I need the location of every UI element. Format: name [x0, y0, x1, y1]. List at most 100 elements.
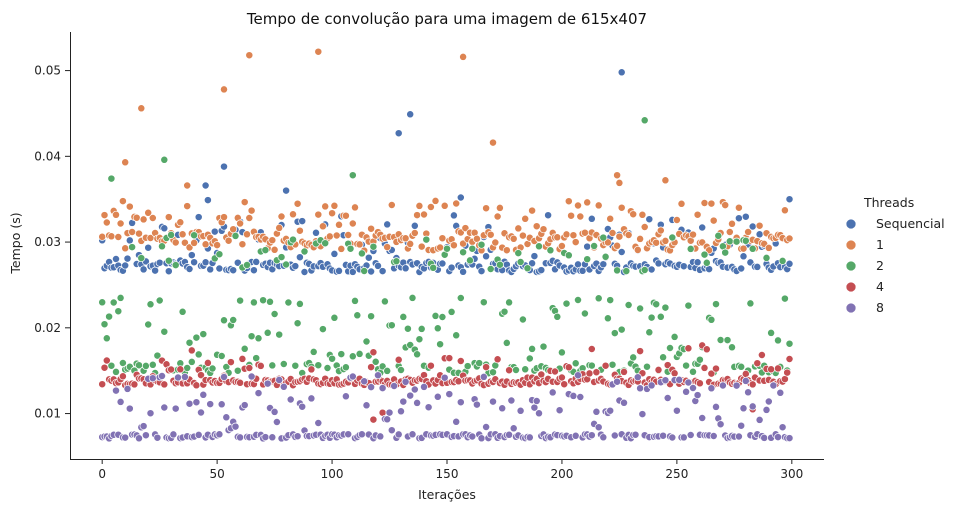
- data-point: [215, 430, 224, 439]
- data-point: [670, 332, 679, 341]
- data-point: [378, 384, 387, 393]
- data-point: [433, 392, 442, 401]
- data-point: [282, 260, 291, 269]
- data-point: [498, 404, 507, 413]
- data-point: [760, 433, 769, 442]
- data-point: [289, 235, 297, 244]
- data-point: [321, 239, 330, 248]
- data-point: [385, 408, 394, 417]
- data-point: [348, 219, 357, 228]
- series-1: [98, 47, 794, 255]
- data-point: [176, 365, 185, 374]
- data-point: [261, 246, 270, 255]
- data-point: [728, 219, 736, 228]
- data-point: [236, 296, 245, 305]
- data-point: [371, 357, 380, 366]
- data-point: [776, 388, 785, 397]
- data-point: [203, 358, 212, 367]
- data-point: [270, 407, 279, 416]
- data-point: [599, 233, 608, 242]
- data-point: [737, 264, 746, 273]
- data-point: [495, 260, 504, 269]
- data-point: [599, 260, 608, 269]
- data-point: [668, 433, 677, 442]
- legend-label: 1: [876, 237, 884, 252]
- data-point: [215, 264, 224, 273]
- data-point: [452, 331, 461, 340]
- data-point: [652, 238, 661, 247]
- data-point: [417, 324, 426, 333]
- data-point: [610, 329, 619, 338]
- data-point: [291, 361, 300, 370]
- data-point: [194, 350, 203, 359]
- data-point: [337, 244, 346, 253]
- data-point: [663, 394, 672, 402]
- data-point: [741, 236, 750, 245]
- data-point: [569, 231, 578, 240]
- data-point: [164, 213, 173, 222]
- data-point: [263, 328, 272, 337]
- data-point: [259, 296, 268, 305]
- data-point: [383, 415, 392, 424]
- data-point: [229, 316, 238, 324]
- data-point: [206, 400, 215, 409]
- data-point: [659, 431, 668, 440]
- data-point: [144, 320, 153, 329]
- data-point: [493, 212, 502, 221]
- data-point: [298, 402, 307, 411]
- data-point: [603, 238, 612, 247]
- data-point: [528, 206, 537, 215]
- data-point: [682, 361, 691, 370]
- data-point: [695, 355, 704, 364]
- data-point: [686, 431, 695, 439]
- data-point: [587, 361, 596, 370]
- data-point: [408, 430, 417, 439]
- data-point: [638, 210, 647, 219]
- data-point: [514, 224, 523, 233]
- chart-title: Tempo de convolução para uma imagem de 6…: [246, 10, 647, 28]
- data-point: [383, 243, 392, 252]
- data-point: [137, 104, 146, 113]
- data-point: [482, 252, 491, 261]
- data-point: [295, 226, 304, 235]
- data-point: [440, 201, 449, 210]
- data-point: [532, 222, 541, 231]
- data-point: [767, 365, 776, 374]
- data-point: [245, 214, 254, 222]
- data-point: [360, 377, 369, 386]
- data-point: [725, 228, 734, 236]
- data-point: [155, 296, 164, 305]
- data-point: [785, 195, 794, 204]
- data-point: [98, 298, 107, 307]
- data-point: [220, 316, 228, 325]
- data-point: [594, 423, 603, 432]
- data-point: [141, 431, 150, 440]
- data-point: [709, 216, 718, 225]
- data-point: [118, 372, 127, 381]
- data-point: [638, 410, 647, 419]
- data-point: [277, 253, 286, 262]
- data-point: [438, 259, 447, 268]
- data-point: [535, 409, 543, 418]
- data-point: [721, 201, 730, 210]
- data-point: [734, 214, 743, 223]
- data-point: [123, 384, 132, 393]
- data-point: [656, 226, 665, 235]
- data-point: [183, 202, 192, 211]
- data-point: [266, 297, 274, 306]
- data-point: [295, 299, 304, 308]
- data-point: [148, 360, 157, 369]
- data-point: [185, 338, 194, 347]
- data-point: [707, 315, 716, 324]
- data-point: [125, 404, 134, 413]
- data-point: [376, 432, 385, 441]
- data-point: [399, 397, 408, 406]
- data-point: [360, 267, 369, 275]
- data-point: [564, 251, 573, 260]
- data-point: [785, 259, 794, 268]
- data-point: [624, 231, 633, 239]
- data-point: [135, 229, 143, 238]
- data-point: [369, 348, 378, 357]
- data-point: [270, 310, 279, 318]
- data-point: [243, 261, 251, 269]
